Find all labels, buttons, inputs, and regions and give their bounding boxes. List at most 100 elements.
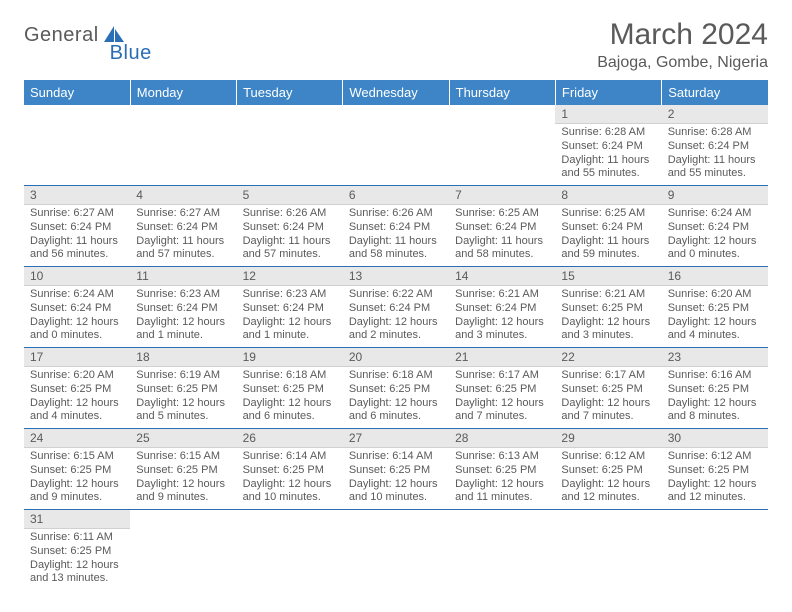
daylight-text: Daylight: 12 hours and 5 minutes. (136, 397, 230, 425)
day-number: 21 (449, 348, 555, 367)
daylight-text: Daylight: 12 hours and 12 minutes. (561, 478, 655, 506)
day-content: Sunrise: 6:12 AMSunset: 6:25 PMDaylight:… (662, 448, 768, 509)
sunrise-text: Sunrise: 6:27 AM (30, 207, 124, 221)
day-number: 9 (662, 186, 768, 205)
sunrise-text: Sunrise: 6:17 AM (455, 369, 549, 383)
day-number: 17 (24, 348, 130, 367)
daylight-text: Daylight: 11 hours and 58 minutes. (349, 235, 443, 263)
daylight-text: Daylight: 11 hours and 55 minutes. (668, 154, 762, 182)
calendar-row: 31Sunrise: 6:11 AMSunset: 6:25 PMDayligh… (24, 510, 768, 591)
calendar-cell: 13Sunrise: 6:22 AMSunset: 6:24 PMDayligh… (343, 267, 449, 348)
sunrise-text: Sunrise: 6:12 AM (668, 450, 762, 464)
day-content: Sunrise: 6:11 AMSunset: 6:25 PMDaylight:… (24, 529, 130, 590)
day-content: Sunrise: 6:23 AMSunset: 6:24 PMDaylight:… (130, 286, 236, 347)
daylight-text: Daylight: 12 hours and 1 minute. (136, 316, 230, 344)
day-content: Sunrise: 6:22 AMSunset: 6:24 PMDaylight:… (343, 286, 449, 347)
calendar-cell (343, 510, 449, 591)
calendar-cell: 3Sunrise: 6:27 AMSunset: 6:24 PMDaylight… (24, 186, 130, 267)
calendar-row: 17Sunrise: 6:20 AMSunset: 6:25 PMDayligh… (24, 348, 768, 429)
day-content: Sunrise: 6:20 AMSunset: 6:25 PMDaylight:… (24, 367, 130, 428)
sunset-text: Sunset: 6:24 PM (30, 221, 124, 235)
daylight-text: Daylight: 12 hours and 11 minutes. (455, 478, 549, 506)
sunset-text: Sunset: 6:24 PM (455, 221, 549, 235)
day-number: 20 (343, 348, 449, 367)
day-content: Sunrise: 6:17 AMSunset: 6:25 PMDaylight:… (555, 367, 661, 428)
calendar-cell: 6Sunrise: 6:26 AMSunset: 6:24 PMDaylight… (343, 186, 449, 267)
sunset-text: Sunset: 6:24 PM (243, 221, 337, 235)
logo: General Blue (24, 18, 152, 65)
daylight-text: Daylight: 11 hours and 57 minutes. (243, 235, 337, 263)
sunset-text: Sunset: 6:24 PM (349, 302, 443, 316)
daylight-text: Daylight: 12 hours and 2 minutes. (349, 316, 443, 344)
sunrise-text: Sunrise: 6:24 AM (30, 288, 124, 302)
sunset-text: Sunset: 6:24 PM (668, 221, 762, 235)
calendar-cell: 9Sunrise: 6:24 AMSunset: 6:24 PMDaylight… (662, 186, 768, 267)
daylight-text: Daylight: 12 hours and 10 minutes. (243, 478, 337, 506)
day-number: 12 (237, 267, 343, 286)
day-content: Sunrise: 6:17 AMSunset: 6:25 PMDaylight:… (449, 367, 555, 428)
calendar-cell (449, 105, 555, 186)
day-number: 26 (237, 429, 343, 448)
sunrise-text: Sunrise: 6:25 AM (455, 207, 549, 221)
calendar-cell: 29 Sunrise: 6:12 AMSunset: 6:25 PMDayligh… (555, 429, 661, 510)
calendar-cell: 1Sunrise: 6:28 AMSunset: 6:24 PMDaylight… (555, 105, 661, 186)
calendar-cell (343, 105, 449, 186)
day-number: 27 (343, 429, 449, 448)
calendar-cell (24, 105, 130, 186)
sunrise-text: Sunrise: 6:23 AM (243, 288, 337, 302)
sunrise-text: Sunrise: 6:26 AM (243, 207, 337, 221)
sunrise-text: Sunrise: 6:25 AM (561, 207, 655, 221)
day-content: Sunrise: 6:14 AMSunset: 6:25 PMDaylight:… (343, 448, 449, 509)
sunrise-text: Sunrise: 6:23 AM (136, 288, 230, 302)
day-content: Sunrise: 6:24 AMSunset: 6:24 PMDaylight:… (662, 205, 768, 266)
calendar-cell (237, 105, 343, 186)
sunset-text: Sunset: 6:25 PM (136, 464, 230, 478)
location: Bajoga, Gombe, Nigeria (597, 54, 768, 72)
daylight-text: Daylight: 12 hours and 6 minutes. (349, 397, 443, 425)
calendar-table: Sunday Monday Tuesday Wednesday Thursday… (24, 80, 768, 590)
day-number: 4 (130, 186, 236, 205)
daylight-text: Daylight: 12 hours and 3 minutes. (455, 316, 549, 344)
day-content: Sunrise: 6:18 AMSunset: 6:25 PMDaylight:… (343, 367, 449, 428)
weekday-header: Tuesday (237, 80, 343, 105)
calendar-cell: 22Sunrise: 6:17 AMSunset: 6:25 PMDayligh… (555, 348, 661, 429)
day-number: 16 (662, 267, 768, 286)
day-number: 2 (662, 105, 768, 124)
calendar-cell: 2Sunrise: 6:28 AMSunset: 6:24 PMDaylight… (662, 105, 768, 186)
daylight-text: Daylight: 12 hours and 9 minutes. (30, 478, 124, 506)
calendar-cell: 18Sunrise: 6:19 AMSunset: 6:25 PMDayligh… (130, 348, 236, 429)
weekday-header: Thursday (449, 80, 555, 105)
day-content: Sunrise: 6:24 AMSunset: 6:24 PMDaylight:… (24, 286, 130, 347)
calendar-cell: 30Sunrise: 6:12 AMSunset: 6:25 PMDayligh… (662, 429, 768, 510)
weekday-header: Monday (130, 80, 236, 105)
calendar-cell: 27Sunrise: 6:14 AMSunset: 6:25 PMDayligh… (343, 429, 449, 510)
calendar-cell: 24Sunrise: 6:15 AMSunset: 6:25 PMDayligh… (24, 429, 130, 510)
calendar-cell: 7Sunrise: 6:25 AMSunset: 6:24 PMDaylight… (449, 186, 555, 267)
daylight-text: Daylight: 11 hours and 58 minutes. (455, 235, 549, 263)
sunset-text: Sunset: 6:24 PM (30, 302, 124, 316)
sunrise-text: Sunrise: 6:20 AM (668, 288, 762, 302)
weekday-header: Saturday (662, 80, 768, 105)
sunrise-text: Sunrise: 6:22 AM (349, 288, 443, 302)
sunrise-text: Sunrise: 6:15 AM (136, 450, 230, 464)
day-number: 13 (343, 267, 449, 286)
sunrise-text: Sunrise: 6:15 AM (30, 450, 124, 464)
daylight-text: Daylight: 12 hours and 3 minutes. (561, 316, 655, 344)
daylight-text: Daylight: 12 hours and 9 minutes. (136, 478, 230, 506)
calendar-cell (130, 105, 236, 186)
sunrise-text: Sunrise: 6:12 AM (561, 450, 655, 464)
calendar-cell: 11Sunrise: 6:23 AMSunset: 6:24 PMDayligh… (130, 267, 236, 348)
sunset-text: Sunset: 6:25 PM (561, 464, 655, 478)
day-number: 8 (555, 186, 661, 205)
title-block: March 2024 Bajoga, Gombe, Nigeria (597, 18, 768, 72)
day-number: 29 (555, 429, 661, 448)
sunrise-text: Sunrise: 6:14 AM (243, 450, 337, 464)
daylight-text: Daylight: 12 hours and 12 minutes. (668, 478, 762, 506)
sunset-text: Sunset: 6:25 PM (243, 383, 337, 397)
weekday-header: Sunday (24, 80, 130, 105)
calendar-cell: 17Sunrise: 6:20 AMSunset: 6:25 PMDayligh… (24, 348, 130, 429)
day-content: Sunrise: 6:28 AMSunset: 6:24 PMDaylight:… (662, 124, 768, 185)
sunrise-text: Sunrise: 6:24 AM (668, 207, 762, 221)
day-number: 1 (555, 105, 661, 124)
sunrise-text: Sunrise: 6:20 AM (30, 369, 124, 383)
